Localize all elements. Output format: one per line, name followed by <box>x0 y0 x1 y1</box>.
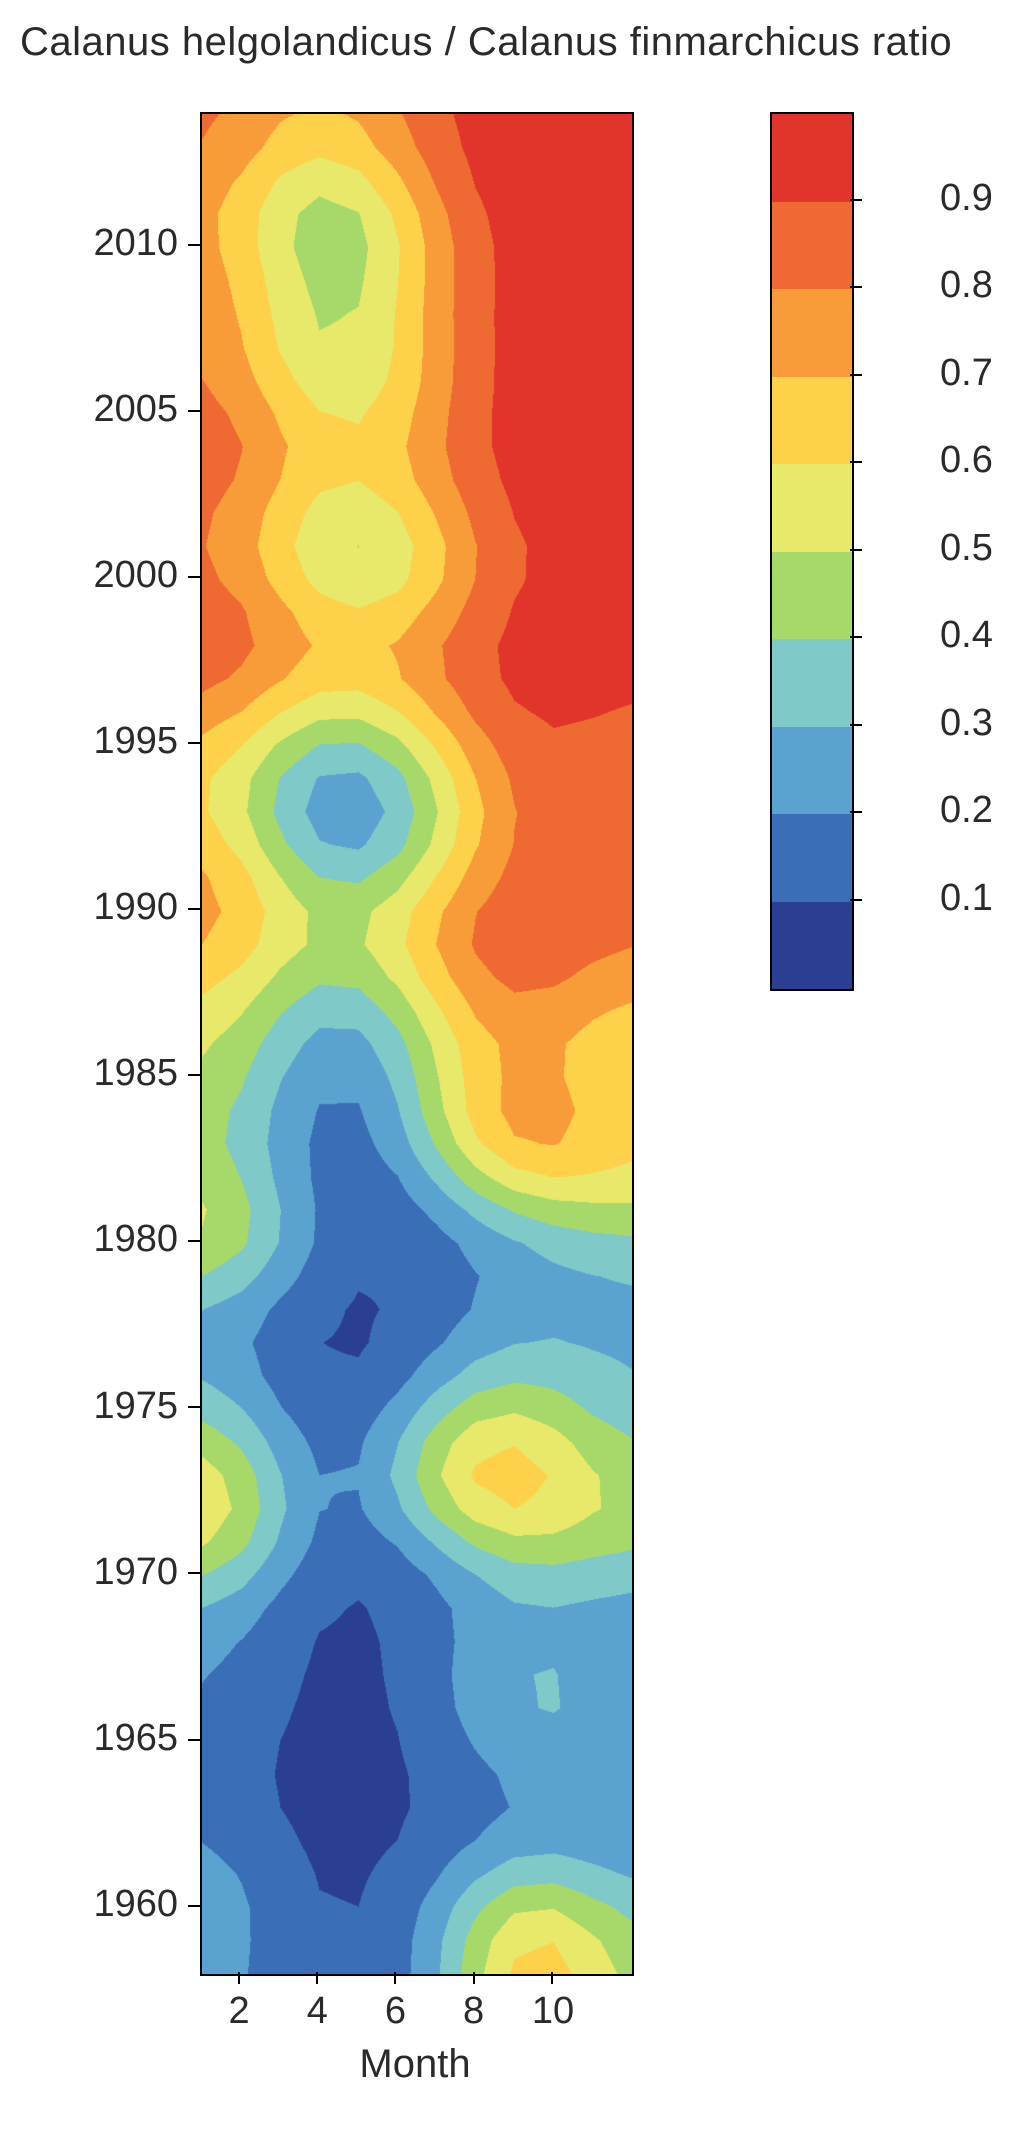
y-tick-label: 2000 <box>93 554 178 597</box>
y-tick-label: 1965 <box>93 1717 178 1760</box>
y-tick-label: 1960 <box>93 1883 178 1926</box>
colorbar <box>770 112 854 991</box>
y-tick-mark <box>188 1905 200 1907</box>
y-tick-mark <box>188 1074 200 1076</box>
y-tick-mark <box>188 410 200 412</box>
figure-root: Calanus helgolandicus / Calanus finmarch… <box>0 0 1036 2141</box>
x-axis-label: Month <box>200 2042 630 2087</box>
y-tick-mark <box>188 1739 200 1741</box>
y-tick-mark <box>188 576 200 578</box>
y-tick-mark <box>188 908 200 910</box>
colorbar-segment <box>772 464 852 552</box>
chart-title: Calanus helgolandicus / Calanus finmarch… <box>0 20 1036 65</box>
y-tick-label: 1970 <box>93 1551 178 1594</box>
colorbar-segment <box>772 376 852 464</box>
colorbar-tick-label: 0.7 <box>940 352 993 395</box>
y-tick-label: 2005 <box>93 388 178 431</box>
colorbar-segment <box>772 814 852 902</box>
x-tick-label: 4 <box>297 1990 337 2033</box>
y-tick-mark <box>188 244 200 246</box>
y-tick-label: 2010 <box>93 222 178 265</box>
colorbar-segment <box>772 639 852 727</box>
colorbar-tick-label: 0.2 <box>940 789 993 832</box>
colorbar-tick-label: 0.9 <box>940 177 993 220</box>
colorbar-tick-label: 0.8 <box>940 264 993 307</box>
colorbar-tick-mark <box>850 899 862 901</box>
colorbar-tick-label: 0.5 <box>940 527 993 570</box>
x-tick-label: 8 <box>454 1990 494 2033</box>
x-tick-mark <box>473 1972 475 1984</box>
colorbar-tick-label: 0.4 <box>940 614 993 657</box>
colorbar-tick-mark <box>850 461 862 463</box>
y-tick-label: 1980 <box>93 1218 178 1261</box>
x-tick-mark <box>316 1972 318 1984</box>
colorbar-tick-label: 0.1 <box>940 877 993 920</box>
colorbar-segment <box>772 114 852 202</box>
heatmap-canvas-holder <box>202 114 632 1974</box>
colorbar-tick-label: 0.6 <box>940 439 993 482</box>
colorbar-segment <box>772 901 852 989</box>
colorbar-tick-mark <box>850 549 862 551</box>
y-tick-mark <box>188 1240 200 1242</box>
x-tick-mark <box>238 1972 240 1984</box>
y-tick-label: 1985 <box>93 1052 178 1095</box>
colorbar-tick-mark <box>850 199 862 201</box>
x-tick-mark <box>551 1972 553 1984</box>
y-tick-label: 1995 <box>93 720 178 763</box>
colorbar-tick-mark <box>850 811 862 813</box>
heatmap-canvas <box>202 114 632 1974</box>
x-tick-label: 6 <box>375 1990 415 2033</box>
colorbar-tick-mark <box>850 286 862 288</box>
colorbar-tick-mark <box>850 724 862 726</box>
y-tick-label: 1975 <box>93 1385 178 1428</box>
y-tick-label: 1990 <box>93 886 178 929</box>
colorbar-tick-mark <box>850 374 862 376</box>
colorbar-segment <box>772 726 852 814</box>
colorbar-segment <box>772 289 852 377</box>
y-tick-mark <box>188 1406 200 1408</box>
plot-frame <box>200 112 634 1976</box>
x-tick-label: 2 <box>219 1990 259 2033</box>
colorbar-segment <box>772 201 852 289</box>
x-tick-mark <box>394 1972 396 1984</box>
colorbar-tick-mark <box>850 636 862 638</box>
y-tick-mark <box>188 742 200 744</box>
colorbar-segment <box>772 551 852 639</box>
y-tick-mark <box>188 1572 200 1574</box>
colorbar-tick-label: 0.3 <box>940 702 993 745</box>
x-tick-label: 10 <box>532 1990 572 2033</box>
